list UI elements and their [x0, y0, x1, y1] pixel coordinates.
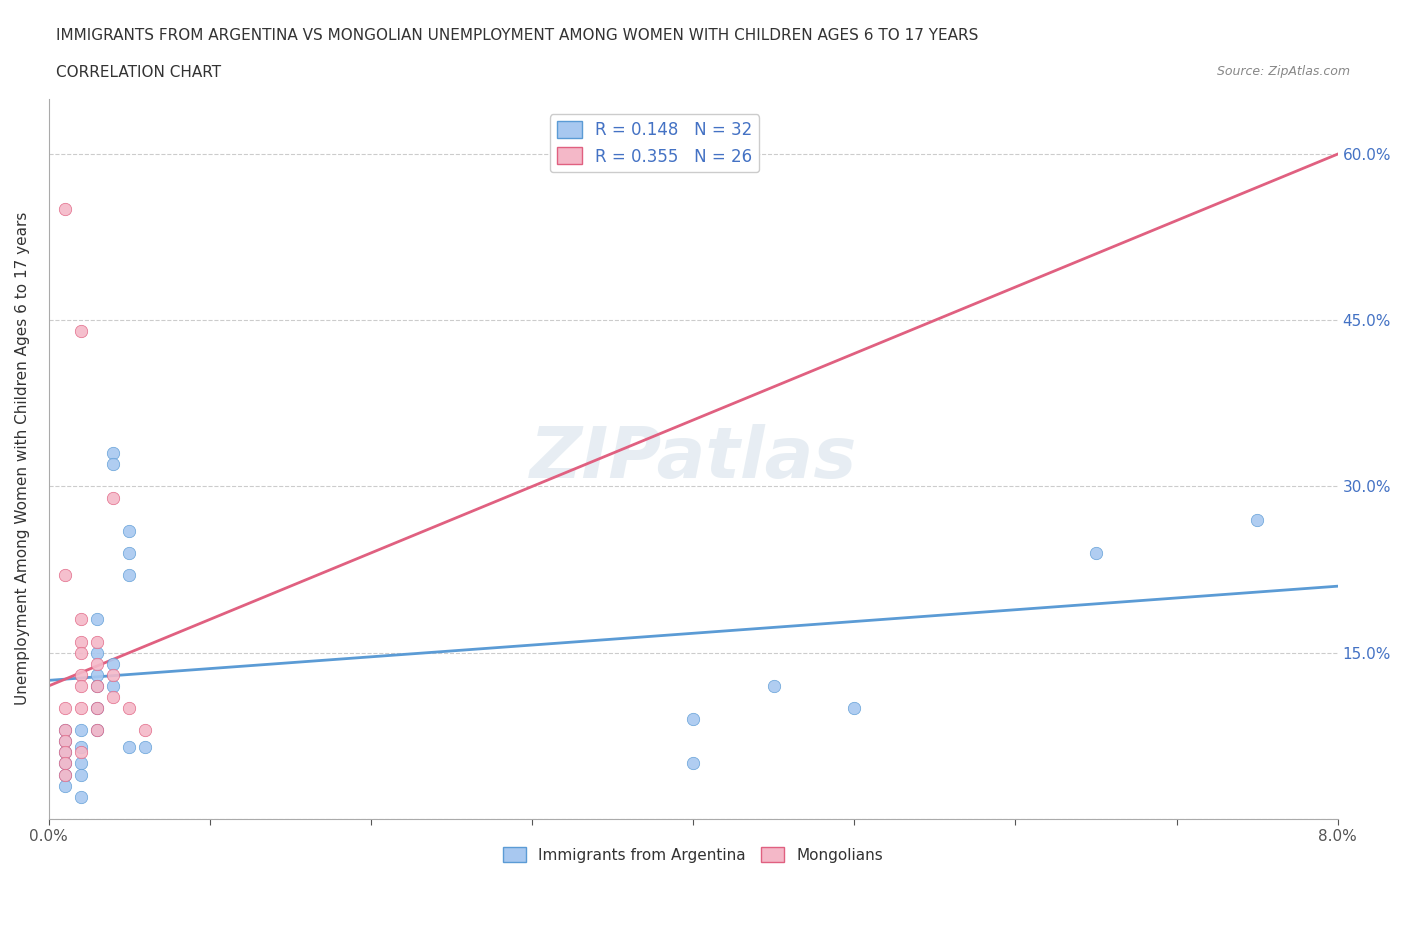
Point: [103, 657, 125, 671]
Point: [53, 745, 76, 760]
Text: Source: ZipAtlas.com: Source: ZipAtlas.com: [1216, 65, 1350, 78]
Point: [86, 723, 108, 737]
Point: [86, 657, 108, 671]
Point: [70, 700, 93, 715]
Point: [53, 756, 76, 771]
Point: [53, 767, 76, 782]
Point: [53, 700, 76, 715]
Point: [70, 767, 93, 782]
Point: [118, 546, 141, 561]
Point: [70, 668, 93, 683]
Point: [53, 734, 76, 749]
Point: [103, 490, 125, 505]
Legend: Immigrants from Argentina, Mongolians: Immigrants from Argentina, Mongolians: [498, 841, 889, 869]
Point: [70, 739, 93, 754]
Point: [70, 324, 93, 339]
Point: [118, 524, 141, 538]
Point: [103, 668, 125, 683]
Point: [134, 723, 156, 737]
Point: [70, 612, 93, 627]
Point: [103, 457, 125, 472]
Point: [103, 679, 125, 694]
Point: [1246, 512, 1268, 527]
Point: [70, 723, 93, 737]
Point: [118, 739, 141, 754]
Point: [844, 700, 866, 715]
Point: [118, 700, 141, 715]
Point: [53, 734, 76, 749]
Point: [86, 634, 108, 649]
Point: [103, 689, 125, 704]
Point: [682, 756, 704, 771]
Point: [70, 645, 93, 660]
Point: [53, 767, 76, 782]
Point: [86, 645, 108, 660]
Text: ZIPatlas: ZIPatlas: [530, 424, 856, 493]
Point: [53, 778, 76, 793]
Point: [53, 756, 76, 771]
Point: [86, 612, 108, 627]
Point: [53, 567, 76, 582]
Point: [70, 745, 93, 760]
Y-axis label: Unemployment Among Women with Children Ages 6 to 17 years: Unemployment Among Women with Children A…: [15, 212, 30, 706]
Point: [103, 445, 125, 460]
Text: IMMIGRANTS FROM ARGENTINA VS MONGOLIAN UNEMPLOYMENT AMONG WOMEN WITH CHILDREN AG: IMMIGRANTS FROM ARGENTINA VS MONGOLIAN U…: [56, 28, 979, 43]
Point: [762, 679, 785, 694]
Point: [53, 202, 76, 217]
Point: [134, 739, 156, 754]
Point: [682, 711, 704, 726]
Point: [86, 679, 108, 694]
Text: CORRELATION CHART: CORRELATION CHART: [56, 65, 221, 80]
Point: [70, 756, 93, 771]
Point: [70, 679, 93, 694]
Point: [70, 790, 93, 804]
Point: [53, 723, 76, 737]
Point: [86, 679, 108, 694]
Point: [53, 745, 76, 760]
Point: [53, 723, 76, 737]
Point: [86, 723, 108, 737]
Point: [86, 668, 108, 683]
Point: [86, 700, 108, 715]
Point: [86, 700, 108, 715]
Point: [70, 634, 93, 649]
Point: [118, 567, 141, 582]
Point: [1084, 546, 1107, 561]
